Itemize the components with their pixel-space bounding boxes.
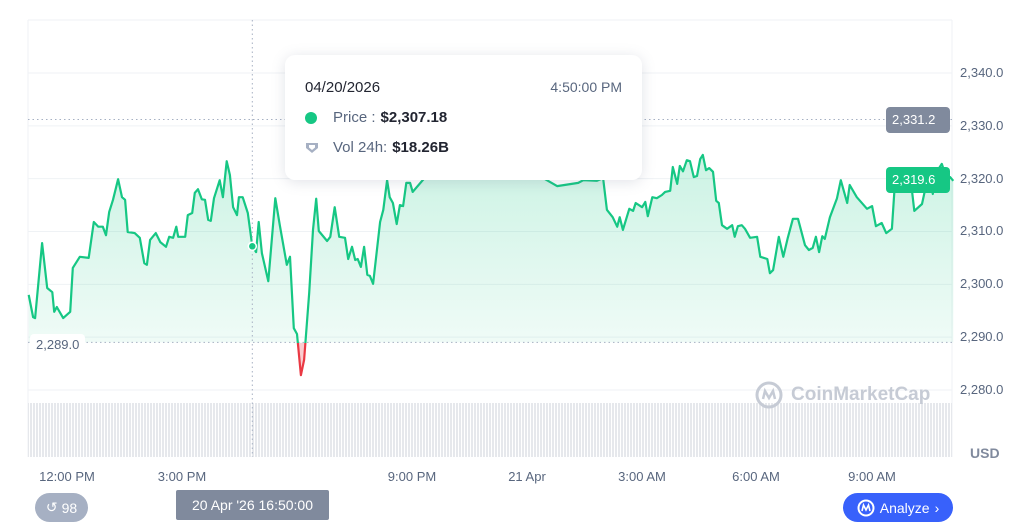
price-value: $2,307.18 — [380, 109, 448, 126]
x-tick-label: 12:00 PM — [39, 469, 95, 484]
analyze-label: Analyze — [879, 499, 930, 516]
y-tick-label: 2,290.0 — [960, 329, 1004, 345]
tooltip-volume-row: Vol 24h: $18.26B — [305, 139, 449, 156]
area-fill-down — [297, 343, 306, 376]
chevron-right-icon: › — [934, 499, 940, 516]
hover-point — [247, 241, 258, 252]
volume-bars — [28, 403, 952, 457]
y-tick-label: 2,310.0 — [960, 223, 1004, 239]
x-tick-label: 21 Apr — [508, 469, 546, 484]
volume-value: $18.26B — [392, 139, 449, 156]
price-label: Price : — [333, 109, 376, 126]
watermark-text: CoinMarketCap — [791, 384, 931, 405]
crosshair-price-badge: 2,331.2 — [886, 107, 950, 133]
coinmarketcap-logo-icon — [755, 381, 783, 409]
analyze-button[interactable]: Analyze › — [843, 493, 953, 522]
history-icon: ↺ — [45, 499, 58, 515]
crosshair-time-label: 20 Apr '26 16:50:00 — [176, 490, 329, 520]
tooltip-date: 04/20/2026 — [305, 79, 381, 96]
tooltip-time: 4:50:00 PM — [550, 79, 622, 95]
area-fill-up — [28, 154, 954, 343]
y-tick-label: 2,330.0 — [960, 117, 1004, 133]
x-tick-label: 3:00 AM — [618, 469, 666, 484]
current-price-badge: 2,319.6 — [886, 167, 950, 193]
analyze-logo-icon — [857, 499, 875, 516]
volume-shield-icon — [306, 142, 318, 153]
y-tick-label: 2,340.0 — [960, 65, 1004, 80]
history-button[interactable]: ↺ 98 — [35, 493, 88, 522]
price-dot-icon — [305, 111, 317, 124]
y-tick-label: 2,320.0 — [960, 170, 1004, 186]
y-tick-label: 2,280.0 — [960, 381, 1004, 397]
history-count: 98 — [61, 499, 78, 516]
price-line-up — [27, 153, 955, 343]
tooltip-price-row: Price : $2,307.18 — [305, 109, 447, 126]
volume-label: Vol 24h: — [333, 139, 388, 156]
x-tick-label: 9:00 PM — [387, 469, 437, 484]
x-tick-label: 9:00 AM — [848, 469, 896, 484]
currency-label: USD — [970, 445, 1000, 461]
x-tick-label: 3:00 PM — [157, 469, 207, 484]
y-tick-label: 2,300.0 — [960, 276, 1004, 292]
coinmarketcap-watermark: CoinMarketCap — [755, 381, 930, 409]
chart-tooltip: 04/20/2026 4:50:00 PM Price : $2,307.18 … — [285, 55, 642, 180]
baseline-price-label: 2,289.0 — [30, 334, 86, 355]
x-tick-label: 6:00 AM — [732, 469, 780, 484]
